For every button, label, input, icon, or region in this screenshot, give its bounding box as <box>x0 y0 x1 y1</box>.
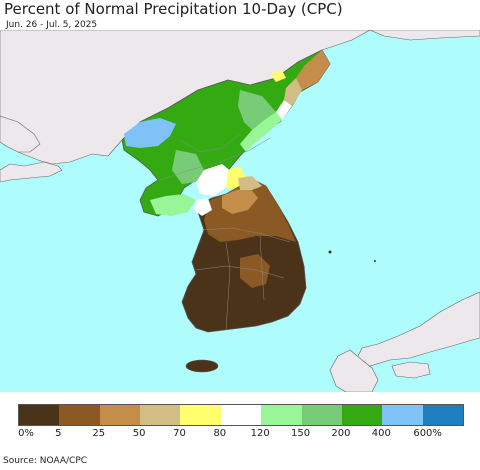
japan-shikoku <box>391 361 431 379</box>
sk-sw-white <box>194 198 212 216</box>
west-mid-green <box>172 150 204 184</box>
sk-light-brown-zone <box>222 188 258 214</box>
ne-white-zone <box>276 100 292 120</box>
east-light-green <box>240 112 282 152</box>
date-range: Jun. 26 - Jul. 5, 2025 <box>6 20 98 30</box>
ne-dry-zone <box>296 50 330 90</box>
legend-tick-label: 5 <box>55 428 62 439</box>
legend-tick-label: 70 <box>173 428 186 439</box>
legend-swatch <box>180 405 221 425</box>
map-title: Percent of Normal Precipitation 10-Day (… <box>4 0 343 18</box>
legend-swatch <box>261 405 302 425</box>
legend-swatch <box>382 405 423 425</box>
legend-tick-label: 50 <box>132 428 146 439</box>
liaodong-peninsula <box>0 115 41 153</box>
sk-tan-zone <box>238 176 262 190</box>
ulleungdo <box>328 250 332 254</box>
east-mid-green <box>238 90 276 130</box>
legend-tick-label: 80 <box>213 428 227 439</box>
color-legend <box>18 404 464 426</box>
legend-swatch <box>140 405 181 425</box>
dokdo <box>374 260 376 262</box>
province-borders <box>159 133 291 331</box>
legend-tick-label: 600% <box>413 428 442 439</box>
central-white-zone <box>196 164 232 196</box>
ne-yellow-zone <box>270 70 286 82</box>
legend-swatch <box>59 405 100 425</box>
precipitation-map <box>0 30 480 392</box>
russia-coast <box>369 30 480 41</box>
legend-swatch <box>99 405 141 425</box>
legend-labels: 0% 5 25 50 70 80 120 150 200 400 600% <box>0 428 480 442</box>
source-credit: Source: NOAA/CPC <box>3 456 88 466</box>
legend-tick-label: 150 <box>290 428 311 439</box>
nw-blue-zone <box>124 118 176 148</box>
legend-swatch <box>220 405 262 425</box>
legend-tick-label: 400 <box>371 428 391 439</box>
shandong-peninsula <box>0 161 63 183</box>
legend-tick-label: 120 <box>250 428 270 439</box>
japan-kyushu <box>329 349 379 392</box>
west-light-green <box>150 194 196 216</box>
legend-tick-label: 200 <box>331 428 351 439</box>
legend-swatch <box>422 405 463 425</box>
legend-swatch <box>341 405 383 425</box>
jeju-island <box>185 359 219 373</box>
north-korea <box>121 49 331 217</box>
legend-tick-label: 25 <box>92 428 106 439</box>
legend-tick-label: 0% <box>18 428 34 439</box>
ne-tan-zone <box>284 78 302 106</box>
legend-swatch <box>19 405 60 425</box>
legend-swatch <box>301 405 342 425</box>
